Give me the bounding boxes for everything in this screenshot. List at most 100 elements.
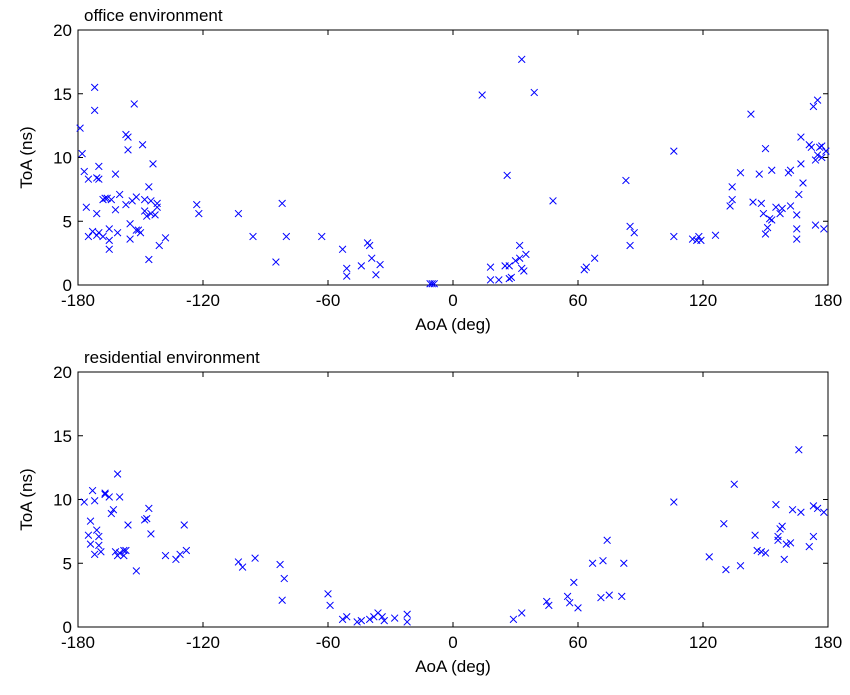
data-point (105, 236, 114, 245)
data-point (272, 258, 280, 266)
chart-title: office environment (84, 6, 223, 25)
data-point (809, 502, 818, 510)
data-point (486, 263, 495, 271)
data-point (113, 228, 122, 237)
x-axis-label: AoA (deg) (415, 315, 491, 334)
data-point (542, 597, 551, 606)
data-point (92, 526, 101, 534)
data-point (111, 206, 120, 214)
data-point (515, 241, 524, 250)
data-point (124, 146, 132, 154)
data-point (670, 232, 678, 241)
data-point (390, 614, 399, 622)
data-point (761, 549, 770, 557)
data-point (278, 596, 286, 604)
data-point (95, 541, 103, 550)
data-point (365, 615, 374, 624)
data-point (778, 522, 786, 531)
data-point (147, 209, 155, 218)
chart-panel-2: -180 -120 -60 0 60 120 180 0 5 10 15 20 residential … (17, 348, 842, 676)
data-point (138, 140, 147, 149)
data-point (90, 83, 99, 92)
data-point (342, 613, 351, 621)
series-1 (76, 55, 830, 288)
data-point (772, 500, 780, 509)
data-point (767, 216, 776, 224)
data-point (811, 221, 820, 229)
data-point (503, 171, 511, 180)
data-point (145, 183, 153, 191)
data-point (380, 616, 389, 625)
data-point (353, 618, 361, 626)
data-point (820, 508, 828, 517)
data-point (282, 232, 291, 241)
data-point (155, 241, 164, 250)
data-point (101, 194, 109, 203)
data-point (99, 195, 107, 204)
data-point (101, 490, 109, 499)
data-point (132, 193, 141, 201)
data-point (80, 498, 89, 506)
data-point (815, 143, 824, 152)
data-point (711, 231, 720, 240)
data-point (99, 232, 107, 241)
data-point (249, 232, 257, 241)
data-point (120, 546, 128, 555)
data-point (367, 254, 376, 262)
data-point (140, 195, 149, 204)
y-tick-label: 10 (53, 149, 72, 168)
data-point (238, 563, 247, 571)
data-point (530, 88, 539, 97)
data-point (761, 230, 770, 238)
data-point (122, 200, 130, 209)
data-point (749, 198, 757, 206)
data-point (149, 160, 157, 168)
data-point (495, 276, 503, 284)
data-point (759, 209, 768, 218)
data-point (545, 601, 553, 610)
data-point (778, 204, 786, 213)
data-point (111, 548, 120, 556)
data-point (626, 222, 634, 231)
x-tick-label: 180 (814, 633, 842, 652)
data-point (517, 55, 526, 64)
data-point (597, 593, 605, 602)
data-point (124, 521, 132, 529)
data-point (357, 616, 366, 625)
data-point (795, 446, 803, 454)
data-point (765, 214, 774, 223)
data-point (817, 142, 826, 150)
data-point (763, 223, 772, 232)
data-point (574, 604, 582, 612)
data-point (570, 578, 578, 587)
data-point (251, 554, 259, 562)
data-point (365, 241, 374, 250)
data-point (813, 96, 822, 104)
data-point (786, 166, 795, 175)
data-point (95, 162, 103, 171)
data-point (761, 144, 770, 153)
data-point (76, 124, 84, 132)
data-point (522, 250, 530, 259)
data-point (97, 548, 105, 556)
data-point (563, 592, 572, 601)
data-point (105, 225, 114, 233)
x-tick-label: 60 (569, 633, 588, 652)
data-point (774, 536, 782, 545)
data-point (107, 195, 116, 204)
data-point (782, 540, 791, 548)
data-point (140, 207, 149, 215)
data-point (747, 110, 755, 118)
data-point (136, 228, 145, 237)
data-point (688, 235, 697, 243)
y-tick-label: 0 (63, 276, 72, 295)
data-point (403, 618, 411, 626)
data-point (820, 225, 828, 233)
data-point (505, 262, 514, 270)
plot-area (77, 371, 829, 628)
data-point (147, 530, 155, 538)
series-1 (80, 446, 828, 626)
data-point (234, 209, 243, 218)
